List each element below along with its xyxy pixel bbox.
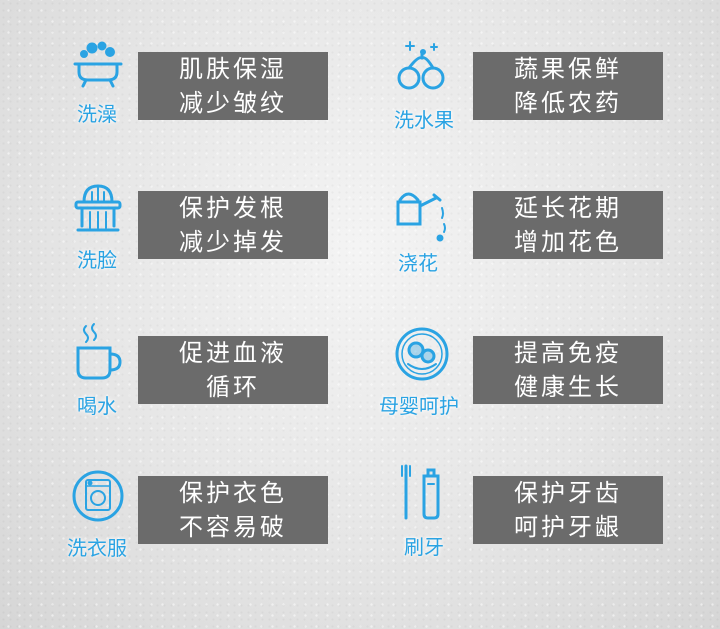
- label-face: 洗脸: [77, 248, 117, 272]
- benefit-line-1: 蔬果保鲜: [514, 55, 622, 83]
- benefit-box-face: 保护发根 减少掉发: [138, 191, 328, 259]
- benefit-box-baby: 提高免疫 健康生长: [473, 336, 663, 404]
- washing-machine-icon: [72, 468, 124, 524]
- benefit-line-1: 延长花期: [514, 194, 622, 222]
- label-bath: 洗澡: [77, 102, 117, 126]
- benefit-line-1: 提高免疫: [514, 339, 622, 367]
- label-fruit: 洗水果: [394, 108, 454, 132]
- benefit-box-fruit: 蔬果保鲜 降低农药: [473, 52, 663, 120]
- fruit-icon: [396, 40, 448, 92]
- label-teeth: 刷牙: [404, 535, 444, 559]
- washbasin-icon: [72, 182, 124, 234]
- watering-can-icon: [390, 186, 450, 246]
- benefit-line-1: 保护衣色: [179, 479, 287, 507]
- benefit-box-flowers: 延长花期 增加花色: [473, 191, 663, 259]
- cup-icon: [72, 322, 124, 382]
- benefit-line-1: 肌肤保湿: [179, 55, 287, 83]
- benefit-line-2: 呵护牙龈: [514, 513, 622, 541]
- benefit-line-2: 减少皱纹: [179, 89, 287, 117]
- benefit-box-laundry: 保护衣色 不容易破: [138, 476, 328, 544]
- benefit-box-teeth: 保护牙齿 呵护牙龈: [473, 476, 663, 544]
- toothbrush-icon: [398, 462, 444, 522]
- benefit-box-bath: 肌肤保湿 减少皱纹: [138, 52, 328, 120]
- benefit-line-2: 循环: [206, 373, 260, 401]
- benefit-line-2: 健康生长: [514, 373, 622, 401]
- benefit-line-2: 减少掉发: [179, 228, 287, 256]
- label-baby: 母婴呵护: [379, 394, 459, 418]
- label-drink: 喝水: [77, 394, 117, 418]
- bathtub-icon: [72, 40, 124, 88]
- baby-icon: [394, 326, 450, 382]
- benefit-line-2: 不容易破: [179, 513, 287, 541]
- benefit-line-1: 促进血液: [179, 339, 287, 367]
- benefit-box-drink: 促进血液 循环: [138, 336, 328, 404]
- benefit-line-2: 增加花色: [514, 228, 622, 256]
- label-flowers: 浇花: [398, 251, 438, 275]
- label-laundry: 洗衣服: [67, 536, 127, 560]
- benefit-line-2: 降低农药: [514, 89, 622, 117]
- benefit-line-1: 保护牙齿: [514, 479, 622, 507]
- benefit-line-1: 保护发根: [179, 194, 287, 222]
